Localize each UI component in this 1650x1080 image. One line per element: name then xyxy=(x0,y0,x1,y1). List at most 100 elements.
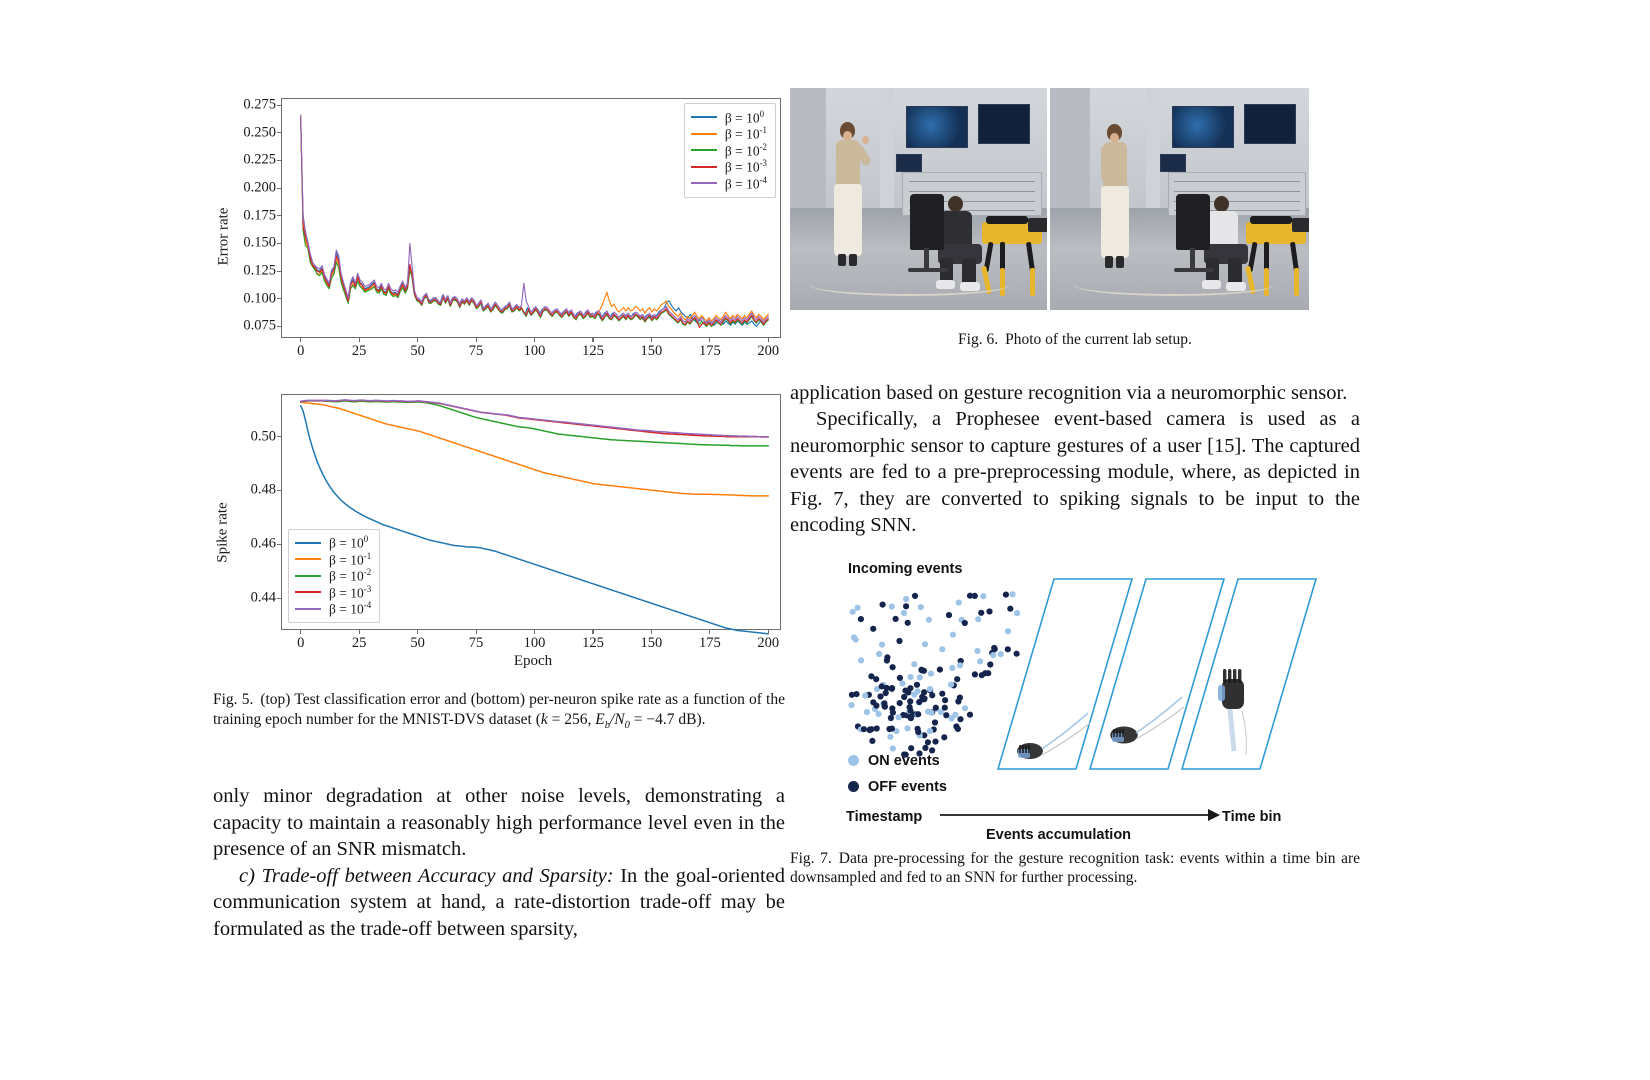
figure6-caption-lead: Fig. 6. xyxy=(958,331,999,348)
lab-pillar xyxy=(790,88,826,208)
on-event-dot xyxy=(875,710,882,717)
off-event-dot xyxy=(904,619,911,626)
on-event-dot xyxy=(876,650,883,657)
office-chair xyxy=(910,194,944,250)
off-event-dot xyxy=(941,704,948,711)
figure7-label-time-bin: Time bin xyxy=(1222,808,1282,825)
y-axis-tick-mark xyxy=(277,298,282,300)
figure5-caption-E: E xyxy=(595,710,605,728)
legend-entry: β = 10-4 xyxy=(690,175,767,192)
off-event-dot xyxy=(879,601,886,608)
series-line xyxy=(299,399,770,438)
right-paragraph-1: application based on gesture recognition… xyxy=(790,381,1348,404)
off-event-dot xyxy=(902,751,909,758)
off-event-dot xyxy=(986,607,993,615)
off-event-dot xyxy=(943,711,950,718)
person-standing xyxy=(1092,124,1136,282)
x-axis-tick-label: 200 xyxy=(757,343,780,359)
on-event-dot xyxy=(939,645,946,652)
on-event-dot xyxy=(888,603,895,610)
on-event-dot xyxy=(997,650,1004,657)
off-event-dot xyxy=(1004,645,1011,652)
y-axis-tick-label: 0.44 xyxy=(250,589,276,606)
on-event-dot xyxy=(903,595,910,602)
on-event-dot xyxy=(956,661,964,668)
dog-leg xyxy=(1030,268,1035,296)
time-bin-plane xyxy=(1180,577,1318,770)
y-axis-tick-mark xyxy=(277,325,282,328)
legend-color-swatch xyxy=(690,165,717,168)
off-event-dot xyxy=(1007,605,1014,612)
x-axis-tick-mark xyxy=(475,337,477,342)
x-axis-tick-mark xyxy=(767,629,769,634)
y-axis-tick-label: 0.075 xyxy=(243,317,276,334)
y-axis-tick-label: 0.275 xyxy=(243,96,276,113)
figure5-caption-zero: 0 xyxy=(624,719,630,731)
off-event-dot xyxy=(878,682,885,689)
on-event-dot xyxy=(863,708,870,715)
on-event-dot xyxy=(977,657,984,664)
x-axis-tick-mark xyxy=(709,337,711,342)
on-event-dot xyxy=(926,685,933,692)
x-axis-tick-mark xyxy=(417,629,419,634)
x-axis-tick-mark xyxy=(358,337,360,342)
on-event-dot xyxy=(949,664,956,671)
y-axis-tick-label: 0.200 xyxy=(243,179,276,196)
on-event-dot xyxy=(889,744,896,752)
accumulation-arrow-head xyxy=(1208,808,1220,821)
on-event-dot xyxy=(974,647,981,654)
y-axis-tick-label: 0.250 xyxy=(243,124,276,141)
rack-line xyxy=(1174,201,1300,202)
legend-entry: β = 10-4 xyxy=(295,600,371,618)
on-event-dot xyxy=(899,679,906,687)
chair-leg xyxy=(1174,268,1214,272)
y-axis-tick-label: 0.225 xyxy=(243,151,276,168)
off-event-dot xyxy=(866,726,873,733)
chair-leg xyxy=(1190,248,1195,270)
off-event-dot xyxy=(987,660,994,668)
series-line xyxy=(300,117,769,328)
figure5-caption-lead: Fig. 5. xyxy=(213,691,254,708)
figure5-caption-part1: (top) Test classification error and (bot… xyxy=(260,691,690,708)
series-line xyxy=(299,405,770,635)
figure5-caption-eq: = −4.7 dB). xyxy=(629,710,706,728)
y-axis-tick-mark xyxy=(277,436,282,438)
off-event-dot xyxy=(942,696,949,703)
rack-line xyxy=(1174,181,1300,182)
rack-line xyxy=(908,210,1036,211)
x-axis-tick-mark xyxy=(650,629,652,634)
lab-pillar xyxy=(880,88,894,208)
x-axis-tick-mark xyxy=(534,337,536,342)
figure7-label-off-events: OFF events xyxy=(868,778,947,795)
on-event-dot xyxy=(916,673,923,680)
y-axis-tick-mark xyxy=(277,489,282,492)
off-event-dot xyxy=(896,637,903,644)
off-event-dot xyxy=(911,592,919,599)
legend-color-swatch xyxy=(690,182,717,185)
legend-entry: β = 10-2 xyxy=(295,567,372,585)
off-event-dot xyxy=(971,592,978,599)
figure6-photo xyxy=(790,88,1360,310)
off-event-dot xyxy=(985,669,992,676)
on-event-dot xyxy=(1009,590,1016,597)
on-event-dot xyxy=(1014,609,1021,616)
on-event-dot xyxy=(904,724,911,731)
legend-entry: β = 100 xyxy=(295,534,371,552)
x-axis-tick-mark xyxy=(358,629,360,634)
on-event-dot xyxy=(926,727,934,734)
off-event-dot xyxy=(921,688,928,695)
legend-label: β = 10-2 xyxy=(329,567,372,584)
off-event-dot xyxy=(868,672,875,679)
on-event-dot xyxy=(862,692,869,699)
legend-color-swatch xyxy=(690,132,717,135)
off-event-dot xyxy=(954,675,961,682)
off-event-dot xyxy=(873,675,880,682)
off-event-dot xyxy=(921,695,928,702)
x-axis-tick-label: 0 xyxy=(297,343,305,359)
on-event-dot xyxy=(900,609,908,616)
on-event-dot xyxy=(955,599,962,606)
x-axis-tick-label: 150 xyxy=(640,343,663,359)
figure6-photo-left xyxy=(790,88,1047,310)
lab-pillar xyxy=(1050,88,1090,208)
